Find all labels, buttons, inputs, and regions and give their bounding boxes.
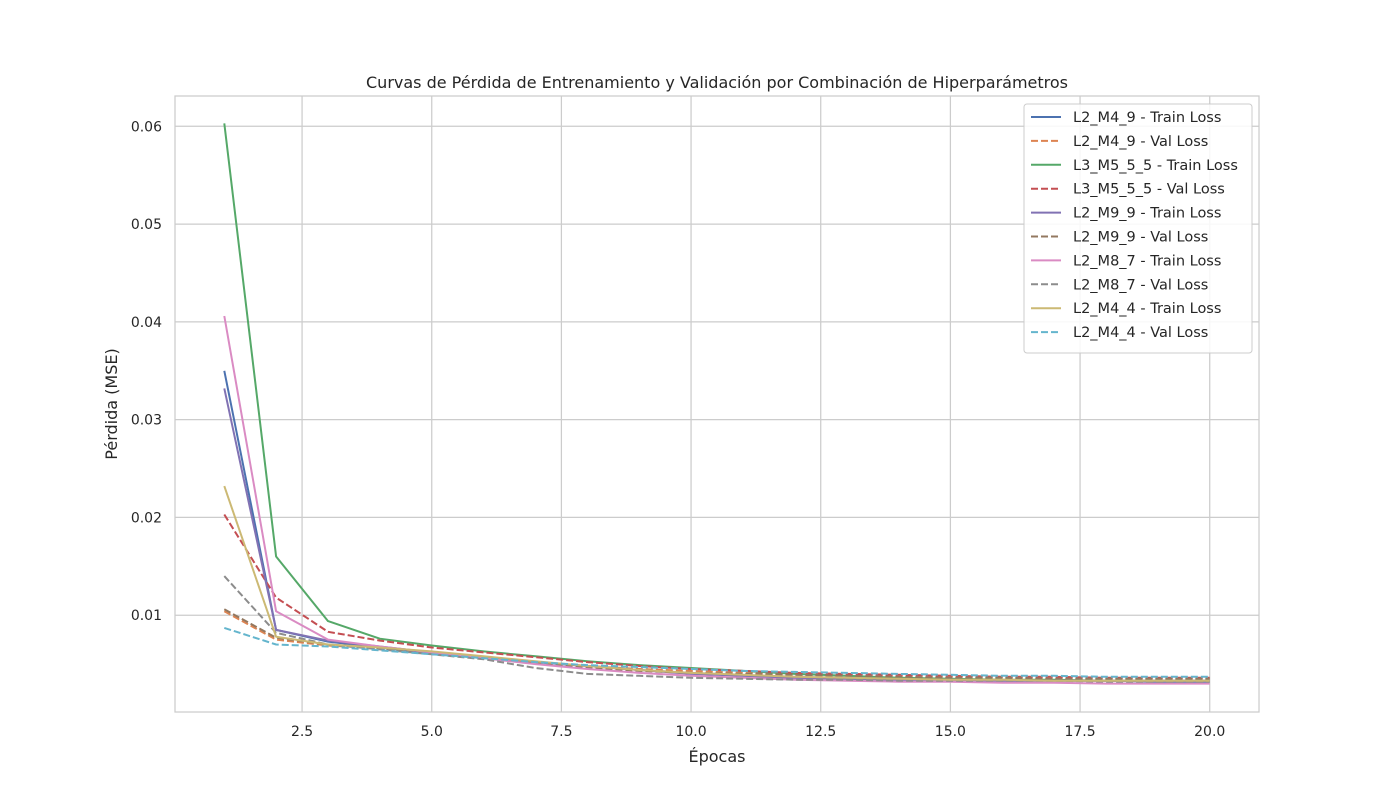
x-tick-label: 12.5 bbox=[805, 724, 836, 740]
x-tick-label: 7.5 bbox=[550, 724, 572, 740]
x-tick-label: 5.0 bbox=[421, 724, 443, 740]
y-tick-label: 0.06 bbox=[131, 119, 162, 135]
chart-title: Curvas de Pérdida de Entrenamiento y Val… bbox=[366, 73, 1068, 92]
y-tick-label: 0.05 bbox=[131, 217, 162, 233]
legend-label-3: L3_M5_5_5 - Val Loss bbox=[1073, 182, 1225, 198]
series-line-9 bbox=[223, 626, 1210, 678]
legend-box bbox=[1023, 103, 1253, 354]
x-axis-label: Épocas bbox=[689, 747, 746, 766]
y-tick-labels: 0.01 0.02 0.03 0.04 0.05 0.06 bbox=[131, 119, 162, 624]
series-layer bbox=[223, 123, 1210, 685]
legend-label-5: L2_M9_9 - Val Loss bbox=[1073, 230, 1208, 246]
series-line-8 bbox=[223, 485, 1210, 682]
legend-label-6: L2_M8_7 - Train Loss bbox=[1073, 253, 1221, 269]
legend-label-7: L2_M8_7 - Val Loss bbox=[1073, 277, 1208, 293]
legend: L2_M4_9 - Train Loss L2_M4_9 - Val Loss L3… bbox=[1023, 103, 1253, 354]
x-tick-label: 20.0 bbox=[1194, 724, 1225, 740]
legend-label-9: L2_M4_4 - Val Loss bbox=[1073, 325, 1208, 341]
x-tick-labels: 2.5 5.0 7.5 10.0 12.5 15.0 17.5 20.0 bbox=[291, 724, 1225, 740]
grid bbox=[175, 96, 1259, 712]
x-tick-label: 2.5 bbox=[291, 724, 313, 740]
y-tick-label: 0.01 bbox=[131, 608, 162, 624]
legend-label-4: L2_M9_9 - Train Loss bbox=[1073, 206, 1221, 222]
y-tick-label: 0.03 bbox=[131, 413, 162, 429]
x-tick-label: 10.0 bbox=[675, 724, 706, 740]
legend-label-2: L3_M5_5_5 - Train Loss bbox=[1073, 158, 1238, 174]
plot-frame bbox=[174, 95, 1260, 713]
x-tick-label: 15.0 bbox=[935, 724, 966, 740]
legend-label-8: L2_M4_4 - Train Loss bbox=[1073, 301, 1221, 317]
y-tick-label: 0.02 bbox=[131, 510, 162, 526]
x-tick-label: 17.5 bbox=[1064, 724, 1095, 740]
y-tick-label: 0.04 bbox=[131, 315, 162, 331]
y-axis-label: Pérdida (MSE) bbox=[102, 348, 121, 459]
legend-label-0: L2_M4_9 - Train Loss bbox=[1073, 110, 1221, 126]
legend-label-1: L2_M4_9 - Val Loss bbox=[1073, 134, 1208, 150]
